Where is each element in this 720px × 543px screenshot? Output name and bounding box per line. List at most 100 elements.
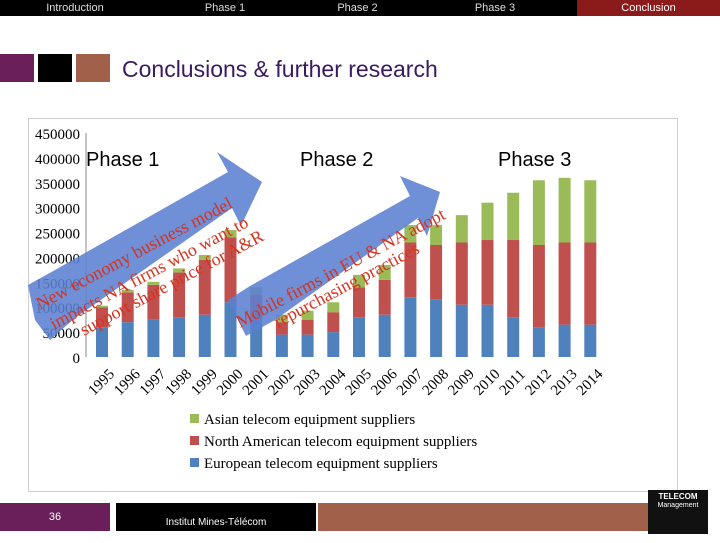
bar-segment <box>224 230 237 238</box>
bars-group <box>96 177 597 357</box>
nav-conclusion[interactable]: Conclusion <box>577 0 720 16</box>
nav-phase-1[interactable]: Phase 1 <box>204 2 246 14</box>
nav-introduction[interactable]: Introduction <box>46 2 104 14</box>
bar-segment <box>353 287 365 318</box>
bar-segment <box>481 240 494 305</box>
x-tick-label: 1999 <box>188 366 221 399</box>
bar-segment <box>353 317 365 357</box>
x-tick-label: 2001 <box>240 366 273 399</box>
legend-label: North American telecom equipment supplie… <box>204 434 477 450</box>
x-tick-label: 2014 <box>574 366 607 399</box>
bar-segment <box>378 264 391 280</box>
bar-segment <box>584 180 597 243</box>
bar-segment <box>121 322 134 357</box>
bar-segment <box>96 305 108 308</box>
y-tick-label: 0 <box>73 351 81 367</box>
phase-2-arrow-shape <box>228 176 440 336</box>
x-tick-label: 1995 <box>86 366 119 399</box>
bar-segment <box>198 254 211 260</box>
bar-segment <box>404 297 417 357</box>
x-tick-label: 2003 <box>291 366 324 399</box>
bar-segment <box>301 334 314 357</box>
x-tick-label: 2009 <box>445 366 478 399</box>
bar-segment <box>327 302 340 313</box>
decor-square-purple <box>0 54 34 82</box>
x-tick-label: 2002 <box>265 366 298 399</box>
bar-segment <box>301 319 314 335</box>
bar-segment <box>558 242 571 325</box>
bar-segment <box>532 327 545 357</box>
bar-segment <box>198 259 211 315</box>
bar-segment <box>147 319 160 357</box>
x-tick-label: 2004 <box>317 366 350 399</box>
y-tick-label: 450000 <box>35 127 80 143</box>
bar-segment <box>173 268 186 273</box>
bar-segment <box>121 292 134 323</box>
x-tick-label: 2000 <box>214 366 247 399</box>
bar-segment <box>275 334 288 357</box>
legend-swatch <box>190 436 199 445</box>
bar-segment <box>532 180 545 245</box>
legend: Asian telecom equipment suppliers North A… <box>190 412 477 472</box>
bar-segment <box>173 272 186 318</box>
x-tick-label: 2010 <box>471 366 504 399</box>
phase-3-label: Phase 3 <box>498 149 571 171</box>
bar-segment <box>558 324 571 357</box>
bar-segment <box>224 237 237 303</box>
bar-segment <box>404 225 417 243</box>
x-tick-label: 1998 <box>163 366 196 399</box>
logo-line-2: Management <box>657 502 699 509</box>
bar-segment <box>327 332 340 357</box>
x-tick-label: 2007 <box>394 366 427 399</box>
x-axis: 1995199619971998199920002001200220032004… <box>86 366 607 399</box>
legend-label: European telecom equipment suppliers <box>204 456 438 472</box>
legend-label: Asian telecom equipment suppliers <box>204 412 415 428</box>
bar-segment <box>532 245 545 328</box>
bar-segment <box>404 242 417 298</box>
phase-2-label: Phase 2 <box>300 149 373 171</box>
phase-1-label: Phase 1 <box>86 149 159 171</box>
decor-square-brown <box>76 54 110 82</box>
nav-phase-3[interactable]: Phase 3 <box>474 2 516 14</box>
x-tick-label: 2013 <box>548 366 581 399</box>
bar-segment <box>378 279 391 315</box>
bar-segment <box>121 289 134 293</box>
institution-name: Institut Mines-Télécom <box>116 503 316 531</box>
phase-1-arrow-shape <box>28 152 262 340</box>
bar-segment <box>430 299 443 357</box>
nav-phase-2[interactable]: Phase 2 <box>337 2 378 14</box>
bar-segment <box>481 304 494 357</box>
legend-swatch <box>190 414 199 423</box>
bar-segment <box>353 274 365 288</box>
bar-segment <box>96 327 108 357</box>
x-tick-label: 1996 <box>111 366 144 399</box>
x-tick-label: 1997 <box>137 366 170 399</box>
bar-segment <box>301 310 314 320</box>
x-tick-label: 2005 <box>343 366 376 399</box>
page-title: Conclusions & further research <box>122 56 438 82</box>
footer-band <box>318 503 648 531</box>
bar-segment <box>430 245 443 300</box>
bar-segment <box>147 284 160 320</box>
legend-swatch <box>190 458 199 467</box>
bar-segment <box>558 177 571 243</box>
bar-segment <box>507 317 520 357</box>
bar-segment <box>224 302 237 357</box>
x-tick-label: 2006 <box>368 366 401 399</box>
bar-segment <box>455 242 468 305</box>
bar-segment <box>275 322 288 335</box>
x-tick-label: 2011 <box>497 367 529 399</box>
x-tick-label: 2012 <box>522 366 555 399</box>
bar-segment <box>584 324 597 357</box>
bar-segment <box>507 240 520 318</box>
telecom-logo: TELECOM Management <box>648 490 708 534</box>
bar-segment <box>455 215 468 243</box>
bar-segment <box>584 242 597 325</box>
logo-line-1: TELECOM <box>658 492 698 501</box>
bar-segment <box>173 317 186 357</box>
page-number: 36 <box>0 503 110 531</box>
x-tick-label: 2008 <box>420 366 453 399</box>
bar-segment <box>275 314 288 323</box>
y-tick-label: 350000 <box>35 177 80 193</box>
bar-segment <box>198 314 211 357</box>
